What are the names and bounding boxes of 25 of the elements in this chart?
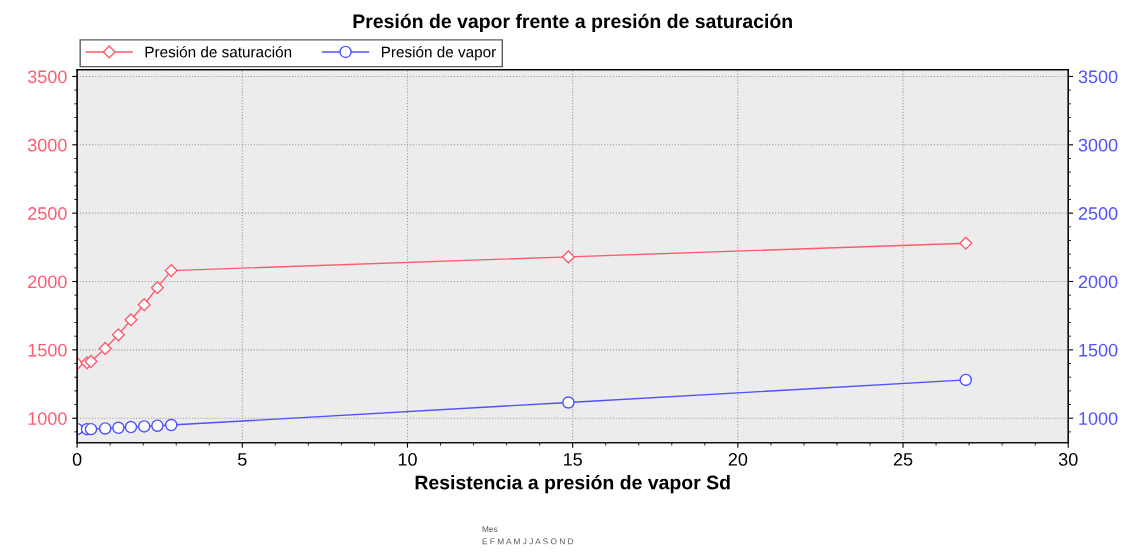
chart-title: Presión de vapor frente a presión de saturación (353, 13, 792, 32)
y2-tick-label: 2500 (1078, 207, 1118, 220)
y-tick-label: 2000 (28, 275, 67, 289)
x-tick-label: 5 (238, 453, 247, 466)
y2-tick-label: 2000 (1078, 275, 1118, 289)
y-tick-label: 1500 (28, 343, 67, 357)
y2-tick-label: 3500 (1078, 70, 1118, 84)
x-tick-label: 15 (564, 453, 582, 466)
text: E F M A M J J A S O N D (482, 538, 574, 545)
x-tick-label: 0 (72, 453, 82, 466)
x-tick-label: 30 (1058, 453, 1078, 466)
y2-tick-label: 1000 (1079, 412, 1118, 425)
x-tick-label: 10 (398, 453, 417, 466)
y-tick-label: 3500 (27, 70, 67, 84)
y-tick-label: 1000 (28, 412, 67, 425)
legend-label: Presión de vapor (381, 46, 496, 61)
x-tick-label: 25 (893, 453, 913, 466)
y-tick-label: 3000 (27, 138, 67, 152)
y-tick-label: 2500 (28, 207, 67, 220)
y2-tick-label: 1500 (1079, 343, 1118, 357)
text: Mes (482, 526, 498, 533)
y2-tick-label: 3000 (1078, 138, 1118, 152)
x-tick-label: 20 (728, 453, 748, 466)
legend-label: Presión de saturación (145, 46, 292, 58)
x-axis-title: Resistencia a presión de vapor Sd (415, 474, 730, 494)
